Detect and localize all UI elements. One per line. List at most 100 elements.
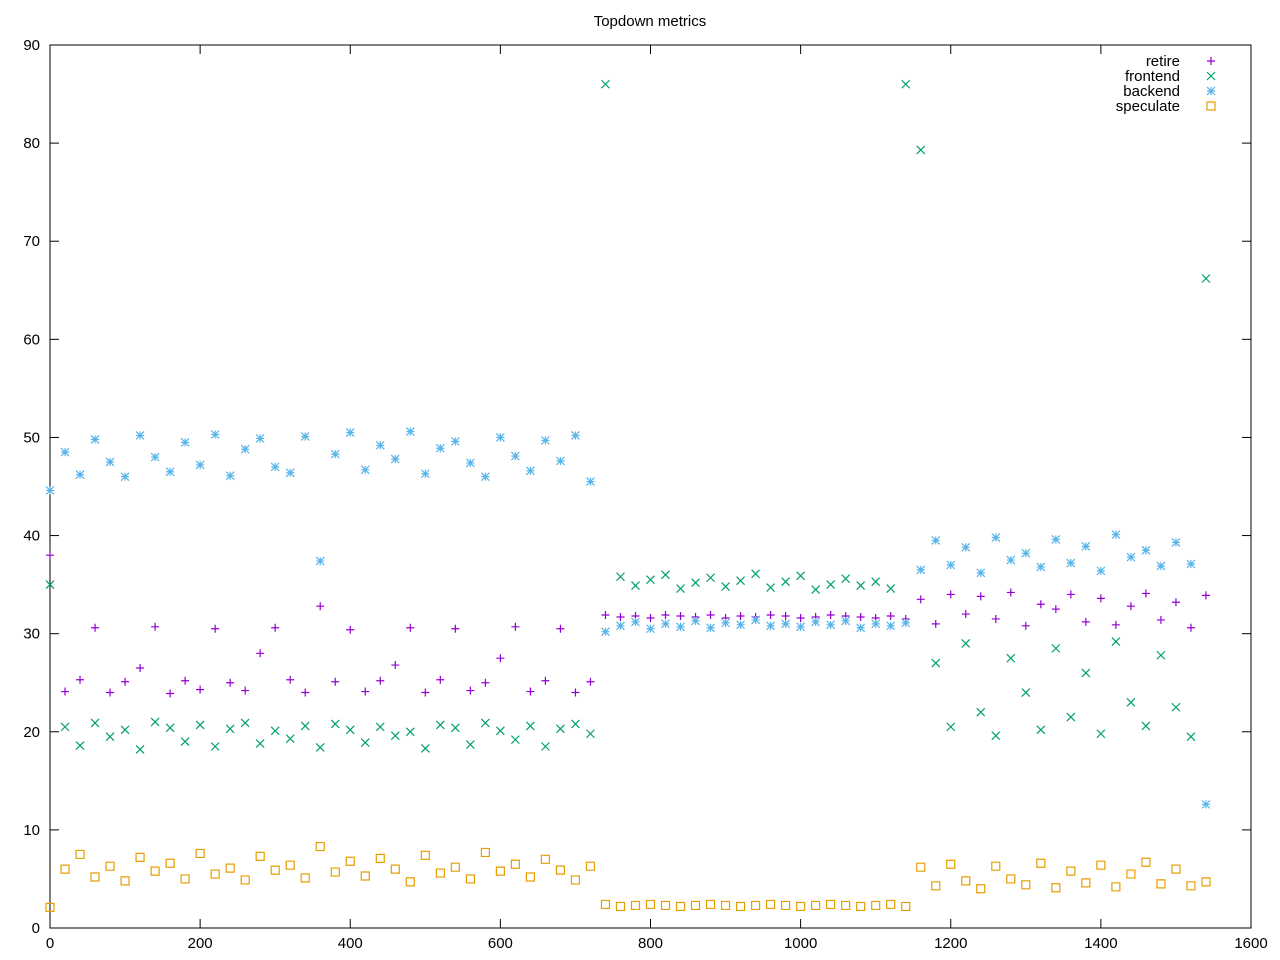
frontend-point [646,575,655,585]
y-tick-label: 10 [23,822,40,839]
speculate-point [60,864,70,874]
backend-point [661,619,670,629]
speculate-point [1096,860,1106,870]
backend-point [721,618,730,628]
speculate-point [345,856,355,866]
backend-point [646,624,655,634]
speculate-point [330,867,340,877]
speculate-point [735,901,746,912]
frontend-point [1126,697,1136,707]
backend-point [375,440,385,450]
backend-point [255,434,265,443]
speculate-point [976,884,986,894]
frontend-point [120,725,130,735]
retire-point [301,688,310,697]
legend-label-frontend: frontend [1125,68,1180,85]
retire-point [196,685,205,694]
backend-point [1006,555,1016,565]
y-tick-label: 40 [23,528,40,545]
legend-marker-frontend [1206,71,1216,81]
retire-point [856,612,865,621]
retire-point [46,551,54,560]
frontend-point [616,572,625,582]
speculate-point [195,848,205,859]
retire-point [391,661,400,670]
speculate-point [210,869,220,879]
speculate-point [811,900,821,911]
frontend-point [420,744,430,753]
speculate-point [916,862,926,872]
retire-point [1066,590,1075,599]
speculate-point [510,859,520,869]
speculate-point [1036,858,1046,868]
axis-ticks: 0 200 400 600 800 1000 1200 1400 1600 0 10 20 30 40 50… [23,37,1267,952]
frontend-point [135,745,145,754]
frontend-point [571,719,580,729]
frontend-point [435,720,445,730]
retire-point [661,611,670,620]
backend-point [736,620,745,630]
retire-point [226,678,235,687]
frontend-point [1156,650,1166,660]
frontend-point [1021,688,1031,697]
backend-point [946,560,956,570]
backend-point [1036,562,1046,572]
backend-point [751,615,761,625]
speculate-point [856,901,866,912]
speculate-point [375,853,385,863]
retire-point [316,602,325,611]
speculate-point [450,862,460,872]
speculate-point [90,872,100,882]
backend-point [105,457,115,467]
y-tick-label: 80 [23,135,40,152]
retire-point [931,619,940,628]
frontend-point [330,719,340,729]
speculate-point [660,900,671,911]
frontend-point [525,721,535,731]
x-tick-label: 200 [188,935,213,952]
retire-point [91,623,100,632]
frontend-point [360,738,370,747]
frontend-point [781,577,791,587]
legend-marker-speculate [1206,101,1216,111]
frontend-point [871,577,881,587]
retire-point [601,611,610,620]
speculate-point [600,899,611,910]
retire-point [496,654,505,663]
frontend-point [480,718,490,728]
frontend-point [1171,702,1181,712]
retire-point [1096,594,1105,603]
backend-point [330,449,340,459]
retire-point [361,687,370,696]
retire-point [1156,615,1165,624]
backend-point [420,469,430,479]
backend-point [240,444,250,454]
backend-point [571,431,580,440]
speculate-point [405,877,415,887]
speculate-point [946,859,956,869]
backend-point [120,472,130,482]
retire-point [406,623,415,632]
legend-marker-backend [1206,86,1216,96]
retire-point [706,611,715,620]
x-tick-label: 0 [46,935,54,952]
speculate-point [615,901,626,912]
frontend-point [796,571,806,581]
frontend-point [225,724,235,734]
backend-point [45,485,55,495]
x-tick-label: 1600 [1234,935,1267,952]
retire-point [961,610,970,619]
frontend-point [661,570,670,580]
frontend-point [736,576,745,586]
speculate-point [420,850,430,860]
frontend-point [105,732,115,742]
retire-point [166,689,175,698]
x-tick-label: 400 [338,935,363,952]
frontend-point [946,722,956,732]
backend-point [706,623,715,633]
x-tick-label: 1400 [1084,935,1117,952]
frontend-point [916,145,926,155]
retire-point [511,622,520,631]
frontend-point [450,723,460,733]
